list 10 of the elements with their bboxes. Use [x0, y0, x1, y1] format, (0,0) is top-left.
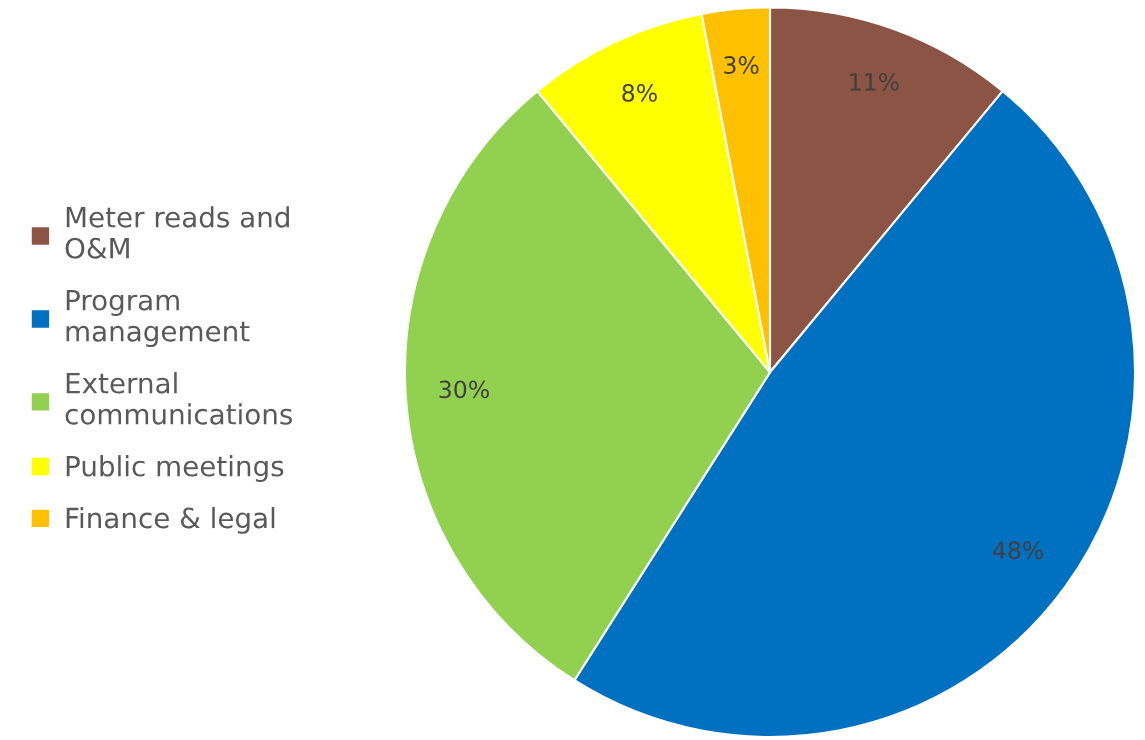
legend-label: Meter reads and O&M — [65, 206, 289, 259]
legend-label: Public meetings — [66, 455, 284, 482]
data-label: 11% — [850, 72, 899, 91]
legend-label: Finance & legal — [66, 506, 275, 534]
legend-label: External communications — [65, 372, 292, 425]
data-label: 48% — [992, 541, 1044, 560]
data-label: 8% — [622, 83, 657, 102]
data-label: 30% — [439, 380, 489, 399]
legend-label: Program management — [66, 289, 250, 348]
data-label: 3% — [724, 56, 759, 74]
